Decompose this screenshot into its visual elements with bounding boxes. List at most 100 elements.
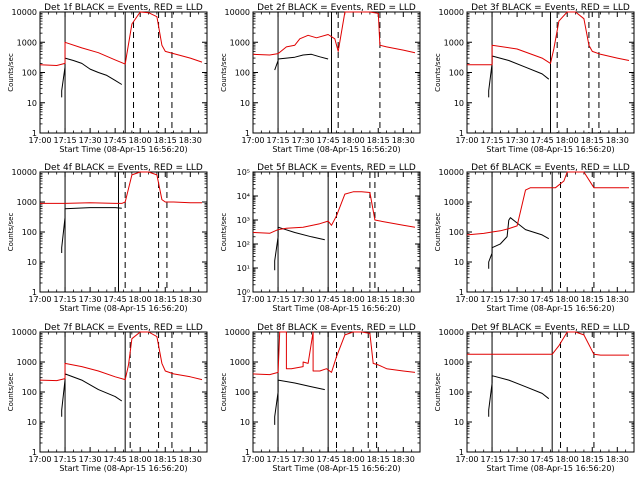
y-tick-label: 100: [449, 69, 464, 78]
panel-title: Det 7f BLACK = Events, RED = LLD: [44, 323, 203, 333]
panel-title: Det 6f BLACK = Events, RED = LLD: [471, 163, 630, 173]
x-tick-label: 17:00: [28, 295, 51, 304]
x-tick-label: 17:00: [241, 295, 264, 304]
x-axis-label: Start Time (08-Apr-15 16:56:20): [486, 145, 614, 154]
y-tick-label: 10000: [439, 328, 464, 337]
y-tick-label: 1000: [17, 38, 37, 47]
x-tick-label: 18:30: [606, 455, 629, 464]
y-tick-label: 10: [27, 258, 37, 267]
events-series-line: [274, 226, 325, 271]
x-tick-label: 17:15: [267, 136, 290, 145]
y-axis-label: Counts/sec: [434, 373, 442, 412]
y-axis-label: Counts/sec: [434, 53, 442, 92]
detector-panel: Det 3f BLACK = Events, RED = LLD 1 10 100 10…: [434, 3, 635, 154]
events-series-line: [488, 217, 550, 269]
x-axis-label: Start Time (08-Apr-15 16:56:20): [272, 145, 400, 154]
y-tick-label: 10: [27, 99, 37, 108]
x-tick-label: 18:15: [154, 136, 177, 145]
y-tick-label: 1000: [230, 358, 250, 367]
y-tick-label: 100: [449, 388, 464, 397]
x-tick-label: 18:15: [367, 455, 390, 464]
y-tick-label: 100: [22, 228, 37, 237]
x-tick-label: 18:00: [129, 295, 152, 304]
x-tick-label: 18:00: [129, 136, 152, 145]
x-tick-label: 18:15: [581, 136, 604, 145]
x-tick-label: 17:00: [28, 455, 51, 464]
x-tick-label: 17:45: [531, 455, 554, 464]
panel-title: Det 4f BLACK = Events, RED = LLD: [44, 163, 203, 173]
x-axis-label: Start Time (08-Apr-15 16:56:20): [59, 145, 187, 154]
x-tick-label: 17:30: [506, 136, 529, 145]
x-tick-label: 18:00: [556, 295, 579, 304]
x-tick-label: 18:15: [367, 295, 390, 304]
x-tick-label: 17:15: [267, 455, 290, 464]
y-axis-label: Counts/sec: [220, 53, 228, 92]
x-axis-label: Start Time (08-Apr-15 16:56:20): [272, 304, 400, 313]
x-axis-label: Start Time (08-Apr-15 16:56:20): [272, 464, 400, 473]
y-tick-label: 10: [454, 258, 464, 267]
y-tick-label: 10⁵: [237, 168, 250, 177]
x-tick-label: 17:15: [481, 136, 504, 145]
x-tick-label: 18:15: [367, 136, 390, 145]
x-tick-label: 17:15: [481, 295, 504, 304]
panel-title: Det 5f BLACK = Events, RED = LLD: [257, 163, 416, 173]
y-tick-label: 10: [454, 418, 464, 427]
x-tick-label: 18:00: [556, 136, 579, 145]
detector-panel: Det 8f BLACK = Events, RED = LLD 1 10 100 10…: [220, 323, 421, 473]
y-axis-label: Counts/sec: [434, 213, 442, 252]
y-tick-label: 1000: [444, 358, 464, 367]
x-tick-label: 17:00: [241, 136, 264, 145]
detector-panel: Det 7f BLACK = Events, RED = LLD 1 10 100 10…: [7, 323, 208, 473]
x-tick-label: 17:45: [531, 295, 554, 304]
detector-panel: Det 6f BLACK = Events, RED = LLD 1 10 100 10…: [434, 163, 635, 313]
x-axis-label: Start Time (08-Apr-15 16:56:20): [59, 464, 187, 473]
y-tick-label: 1: [459, 288, 464, 297]
y-tick-label: 10000: [225, 328, 250, 337]
y-tick-label: 100: [22, 388, 37, 397]
y-axis-label: Counts/sec: [220, 213, 228, 252]
y-tick-label: 100: [449, 228, 464, 237]
events-series-line: [274, 379, 325, 425]
y-tick-label: 10000: [225, 8, 250, 17]
y-tick-label: 10¹: [237, 264, 250, 273]
y-tick-label: 1000: [444, 198, 464, 207]
detector-panel: Det 4f BLACK = Events, RED = LLD 1 10 100 10…: [7, 163, 208, 313]
y-axis-label: Counts/sec: [7, 53, 15, 92]
y-tick-label: 100: [235, 69, 250, 78]
y-tick-label: 10000: [12, 328, 37, 337]
detector-panel: Det 1f BLACK = Events, RED = LLD 1 10 100 10…: [7, 3, 208, 154]
x-tick-label: 17:15: [54, 295, 77, 304]
y-tick-label: 1000: [17, 358, 37, 367]
y-axis-label: Counts/sec: [220, 373, 228, 412]
detector-panel: Det 5f BLACK = Events, RED = LLD 10⁰ 10¹ 10…: [220, 163, 421, 313]
y-tick-label: 10³: [237, 216, 250, 225]
x-tick-label: 18:30: [392, 295, 415, 304]
x-axis-label: Start Time (08-Apr-15 16:56:20): [486, 304, 614, 313]
x-tick-label: 17:00: [28, 136, 51, 145]
x-tick-label: 18:15: [581, 455, 604, 464]
panel-title: Det 1f BLACK = Events, RED = LLD: [44, 3, 203, 13]
x-tick-label: 18:15: [154, 295, 177, 304]
x-tick-label: 17:15: [54, 455, 77, 464]
x-tick-label: 17:30: [292, 455, 315, 464]
x-tick-label: 17:00: [455, 455, 478, 464]
x-tick-label: 17:45: [317, 455, 340, 464]
x-tick-label: 17:45: [104, 136, 127, 145]
x-tick-label: 17:00: [241, 455, 264, 464]
x-tick-label: 17:45: [104, 295, 127, 304]
lld-series-line: [467, 331, 629, 356]
y-tick-label: 1: [245, 129, 250, 138]
y-tick-label: 100: [22, 69, 37, 78]
lld-series-line: [466, 171, 629, 236]
y-tick-label: 1000: [444, 38, 464, 47]
x-tick-label: 18:30: [179, 295, 202, 304]
x-tick-label: 18:30: [179, 455, 202, 464]
x-tick-label: 17:45: [317, 295, 340, 304]
lld-series-line: [467, 11, 630, 66]
y-tick-label: 10⁴: [237, 192, 250, 201]
x-tick-label: 18:15: [154, 455, 177, 464]
panel-title: Det 9f BLACK = Events, RED = LLD: [471, 323, 630, 333]
y-tick-label: 10: [240, 418, 250, 427]
y-tick-label: 10⁰: [237, 288, 250, 297]
